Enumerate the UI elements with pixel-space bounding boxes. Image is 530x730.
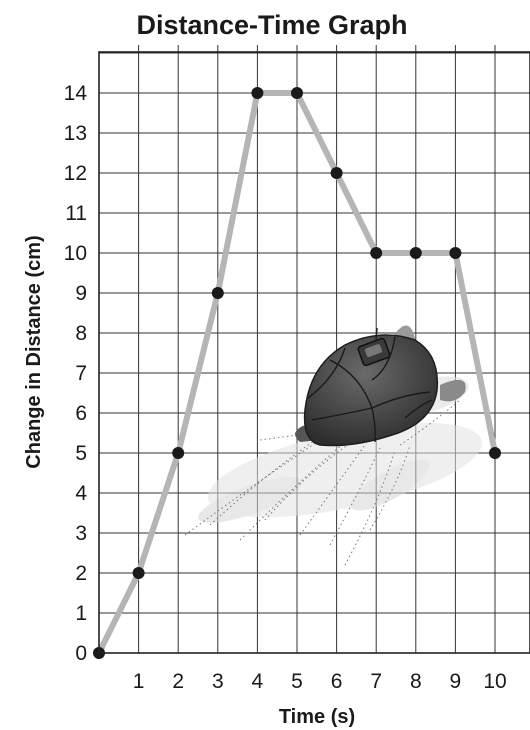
- y-tick-label: 14: [64, 82, 88, 105]
- y-tick-label: 0: [75, 642, 87, 665]
- data-point: [370, 247, 383, 259]
- y-tick-label: 4: [75, 482, 87, 505]
- y-tick-label: 7: [75, 362, 87, 385]
- data-point: [330, 167, 343, 179]
- y-tick-label: 5: [75, 442, 87, 465]
- x-tick-label: 8: [410, 670, 422, 693]
- x-tick-label: 3: [212, 670, 224, 693]
- data-point: [172, 447, 185, 459]
- y-tick-label: 13: [64, 122, 87, 145]
- x-tick-label: 6: [331, 670, 343, 693]
- y-tick-label: 8: [75, 322, 87, 345]
- data-points: [93, 87, 501, 659]
- x-tick-label: 7: [370, 670, 382, 693]
- x-tick-label: 9: [450, 670, 462, 693]
- x-tick-label: 10: [483, 670, 506, 693]
- x-axis-label: Time (s): [279, 706, 355, 728]
- chart-title: Distance-Time Graph: [136, 10, 407, 40]
- y-axis-label: Change in Distance (cm): [23, 235, 45, 468]
- x-tick-label: 4: [252, 670, 264, 693]
- x-tick-label: 5: [291, 670, 303, 693]
- y-tick-label: 11: [65, 202, 87, 225]
- data-point: [409, 247, 422, 259]
- data-point: [489, 447, 501, 459]
- y-tick-label: 9: [75, 282, 87, 305]
- y-tick-label: 2: [75, 562, 87, 585]
- plot-frame: [98, 51, 530, 654]
- y-tick-label: 12: [64, 162, 87, 185]
- data-point: [291, 87, 303, 99]
- data-point: [251, 87, 264, 99]
- x-tick-label: 2: [172, 670, 184, 693]
- data-point: [449, 247, 462, 259]
- y-tick-label: 10: [64, 242, 87, 265]
- grid: [99, 45, 530, 653]
- turtle-illustration: [184, 325, 483, 566]
- x-tick-labels: 1 2 3 4 5 6 7 8 9 10: [133, 670, 507, 693]
- data-point: [211, 287, 224, 299]
- y-tick-label: 6: [75, 402, 87, 425]
- y-tick-label: 3: [75, 522, 87, 545]
- data-point: [132, 567, 145, 579]
- y-tick-label: 1: [75, 602, 87, 625]
- x-tick-label: 1: [133, 670, 145, 693]
